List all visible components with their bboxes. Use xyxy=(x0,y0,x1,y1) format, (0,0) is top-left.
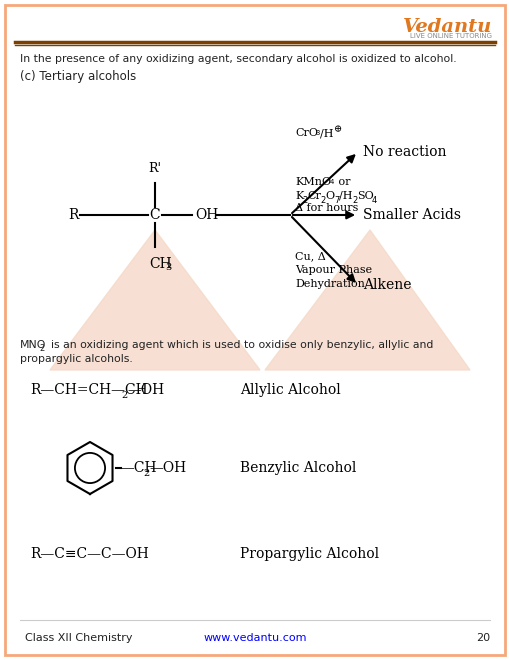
Text: 4: 4 xyxy=(371,196,377,205)
Text: R—C≡C—C—OH: R—C≡C—C—OH xyxy=(30,547,149,561)
Text: Benzylic Alcohol: Benzylic Alcohol xyxy=(240,461,356,475)
Text: /H: /H xyxy=(319,128,333,138)
Text: Allylic Alcohol: Allylic Alcohol xyxy=(240,383,340,397)
Text: 2: 2 xyxy=(319,196,325,205)
Text: C: C xyxy=(150,208,160,222)
Text: is an oxidizing agent which is used to oxidise only benzylic, allylic and: is an oxidizing agent which is used to o… xyxy=(44,340,433,350)
Text: R: R xyxy=(68,208,78,222)
Text: —OH: —OH xyxy=(127,383,164,397)
Text: Vedantu: Vedantu xyxy=(402,18,491,36)
Polygon shape xyxy=(50,230,260,370)
Text: 7: 7 xyxy=(333,196,338,205)
Text: R—CH=CH—CH: R—CH=CH—CH xyxy=(30,383,147,397)
Text: K: K xyxy=(294,191,303,201)
Text: 2: 2 xyxy=(39,344,44,353)
Text: OH: OH xyxy=(194,208,218,222)
Text: Propargylic Alcohol: Propargylic Alcohol xyxy=(240,547,378,561)
Text: 3: 3 xyxy=(165,263,171,272)
Text: 20: 20 xyxy=(475,633,489,643)
Text: $_3$: $_3$ xyxy=(315,129,320,138)
Text: propargylic alcohols.: propargylic alcohols. xyxy=(20,354,132,364)
Text: Vapour Phase: Vapour Phase xyxy=(294,265,372,275)
Polygon shape xyxy=(265,230,469,370)
Text: SO: SO xyxy=(356,191,373,201)
Text: Δ for hours: Δ for hours xyxy=(294,203,358,213)
Text: —OH: —OH xyxy=(149,461,186,475)
Text: LIVE ONLINE TUTORING: LIVE ONLINE TUTORING xyxy=(409,33,491,39)
Text: (c) Tertiary alcohols: (c) Tertiary alcohols xyxy=(20,70,136,83)
Text: CrO: CrO xyxy=(294,128,318,138)
Text: KMnO: KMnO xyxy=(294,177,330,187)
Text: MNO: MNO xyxy=(20,340,46,350)
Text: ⊕: ⊕ xyxy=(333,125,342,134)
Text: 2: 2 xyxy=(143,469,149,477)
Text: Cu, Δ: Cu, Δ xyxy=(294,251,325,261)
Text: $_4$: $_4$ xyxy=(328,177,334,187)
Text: www.vedantu.com: www.vedantu.com xyxy=(203,633,306,643)
FancyBboxPatch shape xyxy=(5,5,504,655)
Text: 2: 2 xyxy=(121,391,127,399)
Text: Dehydration: Dehydration xyxy=(294,279,364,289)
Text: Class XII Chemistry: Class XII Chemistry xyxy=(25,633,132,643)
Text: or: or xyxy=(334,177,350,187)
Text: Alkene: Alkene xyxy=(362,278,411,292)
Text: Smaller Acids: Smaller Acids xyxy=(362,208,460,222)
Text: 2: 2 xyxy=(301,196,306,205)
Text: R': R' xyxy=(148,162,161,175)
Text: CH: CH xyxy=(149,257,172,271)
Text: In the presence of any oxidizing agent, secondary alcohol is oxidized to alcohol: In the presence of any oxidizing agent, … xyxy=(20,54,456,64)
Text: O: O xyxy=(324,191,333,201)
Text: Cr: Cr xyxy=(306,191,320,201)
Text: 2: 2 xyxy=(351,196,356,205)
Text: —CH: —CH xyxy=(120,461,156,475)
Text: No reaction: No reaction xyxy=(362,145,445,159)
Text: /H: /H xyxy=(338,191,352,201)
